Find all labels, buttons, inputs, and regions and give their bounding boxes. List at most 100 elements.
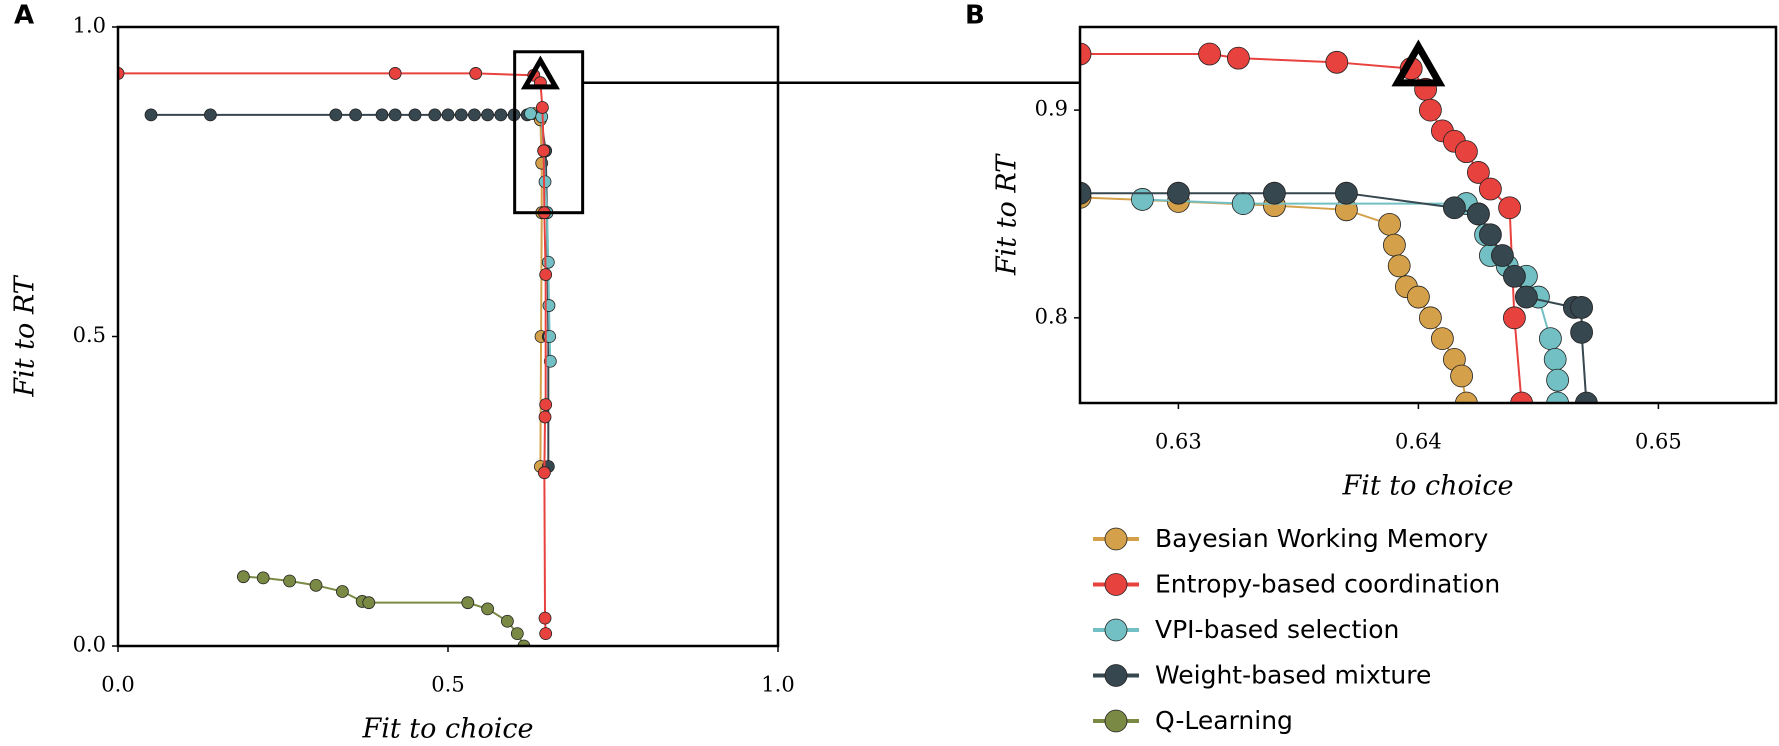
series-point (283, 574, 297, 588)
series-point (362, 596, 376, 610)
legend-swatch-marker (1104, 527, 1128, 551)
series-point (510, 627, 524, 641)
series-point (388, 108, 402, 122)
series-point (1231, 192, 1255, 215)
series-point (1383, 233, 1406, 257)
series-point (309, 578, 323, 592)
y-tick-label: 0.5 (73, 323, 106, 347)
highlight-triangle (1391, 39, 1446, 87)
series-point (329, 108, 343, 122)
series-point (1467, 202, 1490, 226)
y-axis-label: Fit to RT (992, 153, 1023, 276)
series-point (428, 108, 442, 122)
x-tick-label: 0.64 (1395, 430, 1442, 454)
series-point (441, 108, 455, 122)
series-point (517, 639, 531, 646)
highlight-triangle (520, 55, 560, 90)
series-point (1515, 285, 1538, 309)
x-tick-label: 1.0 (761, 673, 794, 697)
legend-swatch-marker (1104, 573, 1128, 596)
series-point (1546, 368, 1569, 392)
series-point (375, 108, 389, 122)
legend-label: Q-Learning (1155, 706, 1293, 735)
series-point (1431, 327, 1454, 351)
series-point (1131, 188, 1154, 211)
legend-label: VPI-based selection (1155, 615, 1399, 644)
series-point (535, 101, 549, 114)
series-point (539, 627, 553, 641)
legend-swatch-marker (1104, 664, 1128, 687)
series-point (1080, 181, 1092, 205)
series-point (539, 398, 553, 411)
series-point (236, 570, 250, 584)
legend-label: Weight-based mixture (1155, 661, 1431, 690)
series-point (1419, 306, 1442, 330)
legend-swatch-marker (1104, 618, 1128, 642)
series-point (1455, 391, 1478, 403)
series-point (118, 67, 125, 80)
panel-label: B (965, 1, 985, 31)
x-axis-label: Fit to choice (362, 714, 534, 745)
series-point (454, 108, 468, 122)
series-point (1450, 364, 1473, 388)
series-point (1479, 177, 1502, 201)
series-point (1407, 285, 1430, 309)
series-point (1546, 391, 1569, 403)
series-point (538, 611, 552, 625)
series-point (1543, 347, 1567, 371)
series-point (1335, 181, 1358, 205)
series-point (539, 268, 553, 282)
series-point (1227, 46, 1250, 70)
plot-frame (1078, 25, 1778, 405)
x-tick-label: 0.0 (101, 673, 134, 697)
series-line (151, 113, 550, 467)
series-point (1491, 244, 1514, 267)
series-point (538, 410, 552, 424)
series-point (1498, 196, 1521, 220)
series-point (500, 614, 514, 628)
series-point (335, 585, 349, 598)
series-point (1539, 327, 1562, 351)
series-point (467, 108, 481, 122)
series-point (256, 571, 270, 585)
series-point (524, 107, 537, 121)
series-point (543, 354, 557, 368)
zoom-box (513, 50, 585, 215)
series-point (1167, 181, 1190, 205)
y-tick-label: 1.0 (73, 14, 106, 38)
x-tick-label: 0.5 (431, 673, 464, 697)
y-axis-label: Fit to RT (10, 274, 41, 397)
series-point (481, 108, 495, 122)
x-tick-label: 0.65 (1635, 430, 1682, 454)
legend-label: Bayesian Working Memory (1155, 524, 1489, 553)
y-tick-label: 0.0 (73, 633, 106, 657)
series-point (1455, 140, 1478, 164)
series-point (1419, 98, 1442, 122)
series-point (1503, 306, 1526, 330)
series-point (1575, 391, 1598, 403)
series-point (1503, 264, 1526, 288)
series-point (408, 108, 422, 122)
series-point (481, 602, 495, 616)
y-tick-label: 0.8 (1035, 304, 1068, 328)
legend-swatch-marker (1104, 709, 1128, 733)
series-point (1198, 42, 1221, 66)
series-point (461, 596, 475, 610)
series-point (1467, 161, 1490, 184)
series-point (1570, 320, 1593, 344)
series-point (1479, 223, 1502, 247)
plot-frame (116, 25, 780, 648)
series-line (118, 72, 547, 634)
series-point (537, 466, 551, 480)
series-point (1510, 391, 1533, 403)
x-axis-label: Fit to choice (1342, 471, 1514, 502)
x-tick-label: 0.63 (1155, 430, 1202, 454)
series-point (1325, 50, 1349, 74)
panel-label: A (14, 1, 34, 31)
series-point (1387, 254, 1411, 278)
series-point (388, 67, 402, 80)
series-point (1443, 196, 1466, 220)
series-point (1263, 181, 1286, 205)
series-point (537, 144, 551, 158)
